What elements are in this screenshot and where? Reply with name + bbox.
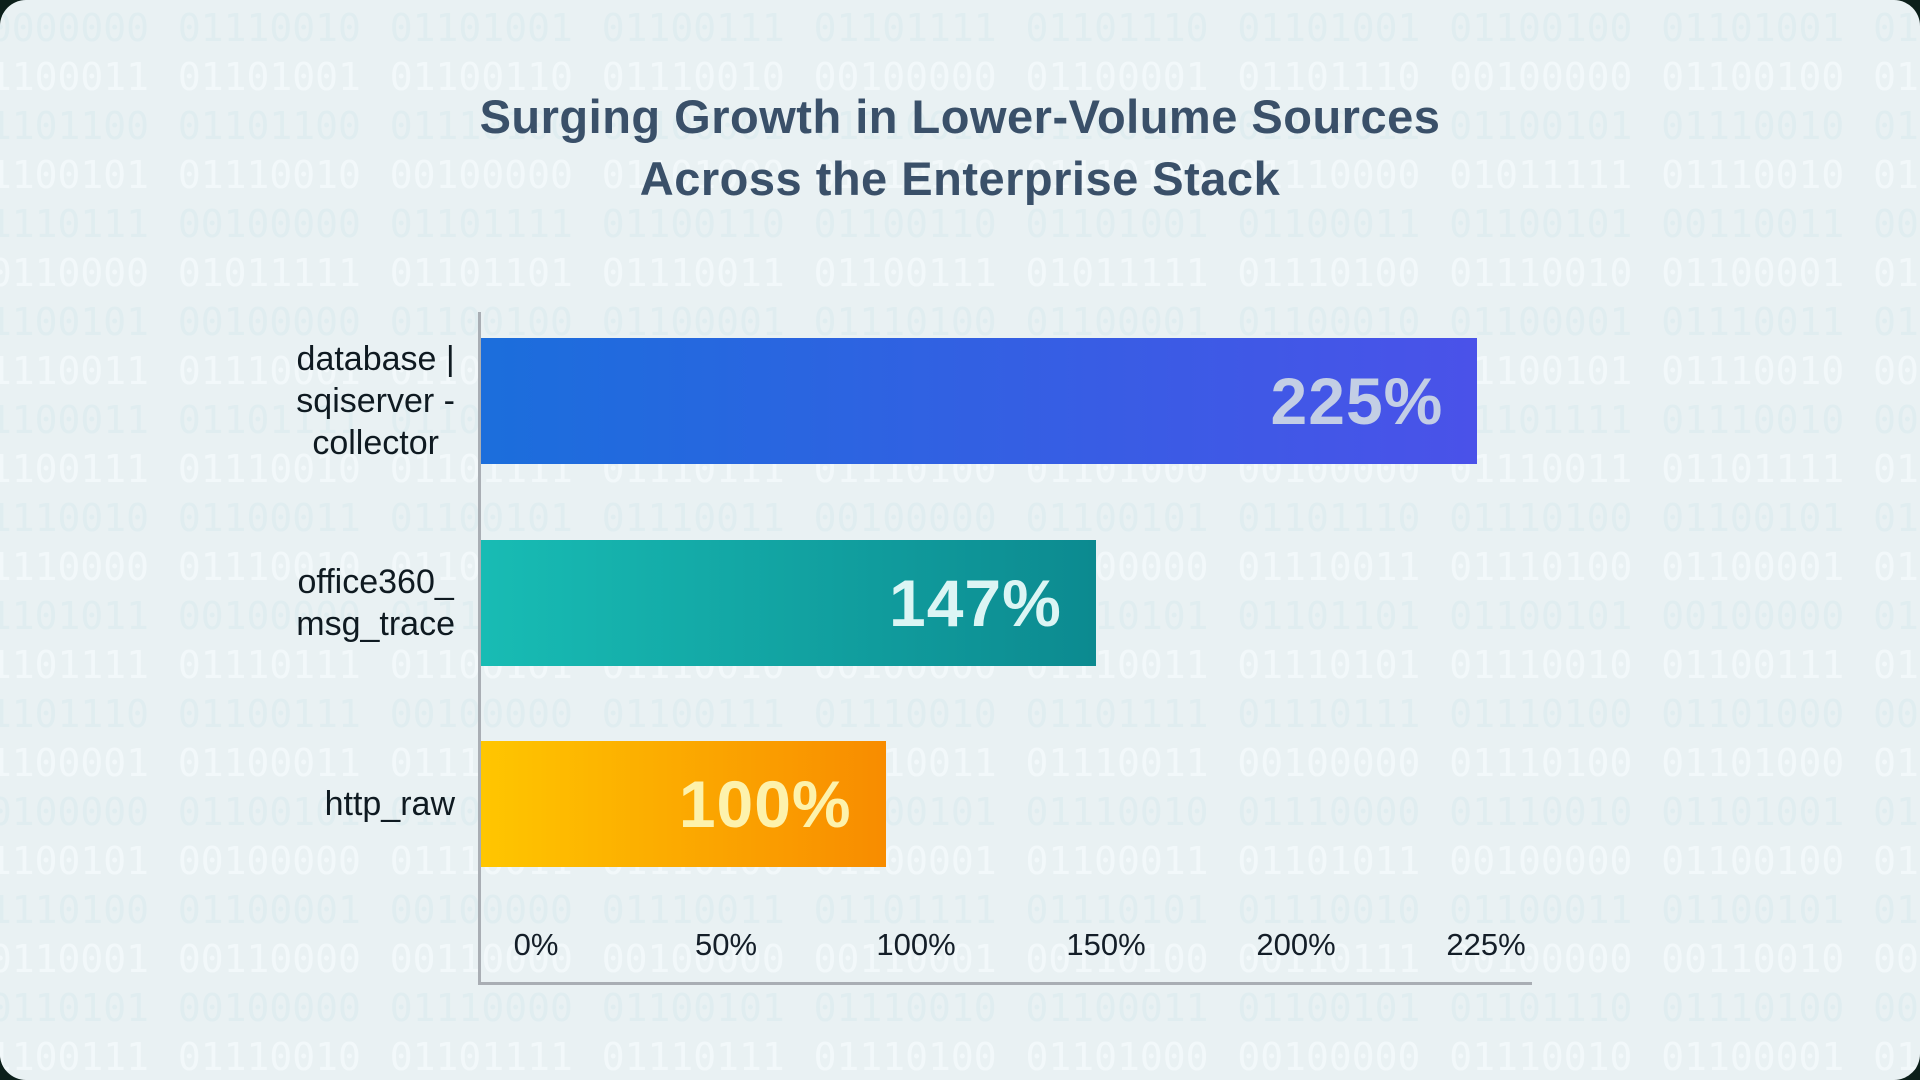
category-label: http_raw <box>150 741 455 867</box>
category-label: database | sqiserver - collector <box>150 338 455 464</box>
bar-value-label: 225% <box>1270 364 1444 438</box>
x-tick-label: 150% <box>1066 927 1146 962</box>
x-tick-label: 0% <box>513 927 559 962</box>
chart-title-line1: Surging Growth in Lower-Volume Sources <box>479 90 1441 143</box>
bar-database-sqiserver-collector: 225% <box>481 338 1478 464</box>
chart-title-line2: Across the Enterprise Stack <box>639 152 1281 205</box>
x-tick-label: 50% <box>694 927 758 962</box>
category-label: office360_ msg_trace <box>150 540 455 666</box>
x-tick-label: 200% <box>1256 927 1336 962</box>
bar-value-label: 100% <box>678 767 852 841</box>
category-axis-labels: database | sqiserver - collector office360_… <box>150 312 455 985</box>
binary-row: 00110101 00100000 01110000 01100101 0111… <box>0 986 1920 1030</box>
x-tick-label: 225% <box>1446 927 1526 962</box>
category-label-text: office360_ msg_trace <box>296 562 455 643</box>
bar-http-raw: 100% <box>481 741 886 867</box>
binary-row: 00000000 01110010 01101001 01100111 0110… <box>0 6 1920 50</box>
plot-area: 0% 50% 100% 150% 200% 225% 225% 147% 100% <box>478 312 1532 985</box>
category-label-text: http_raw <box>324 785 455 823</box>
bar-office360-msg-trace: 147% <box>481 539 1096 666</box>
chart-title: Surging Growth in Lower-Volume Sources A… <box>0 86 1920 210</box>
binary-row: 01100111 01110010 01101111 01110111 0111… <box>0 1035 1920 1079</box>
category-label-text: database | sqiserver - collector <box>296 340 455 462</box>
binary-row: 00110000 01011111 01101101 01110011 0110… <box>0 251 1920 295</box>
x-tick-label: 100% <box>876 927 956 962</box>
x-axis-ticks: 0% 50% 100% 150% 200% 225% <box>481 925 1532 965</box>
bar-value-label: 147% <box>889 565 1062 640</box>
